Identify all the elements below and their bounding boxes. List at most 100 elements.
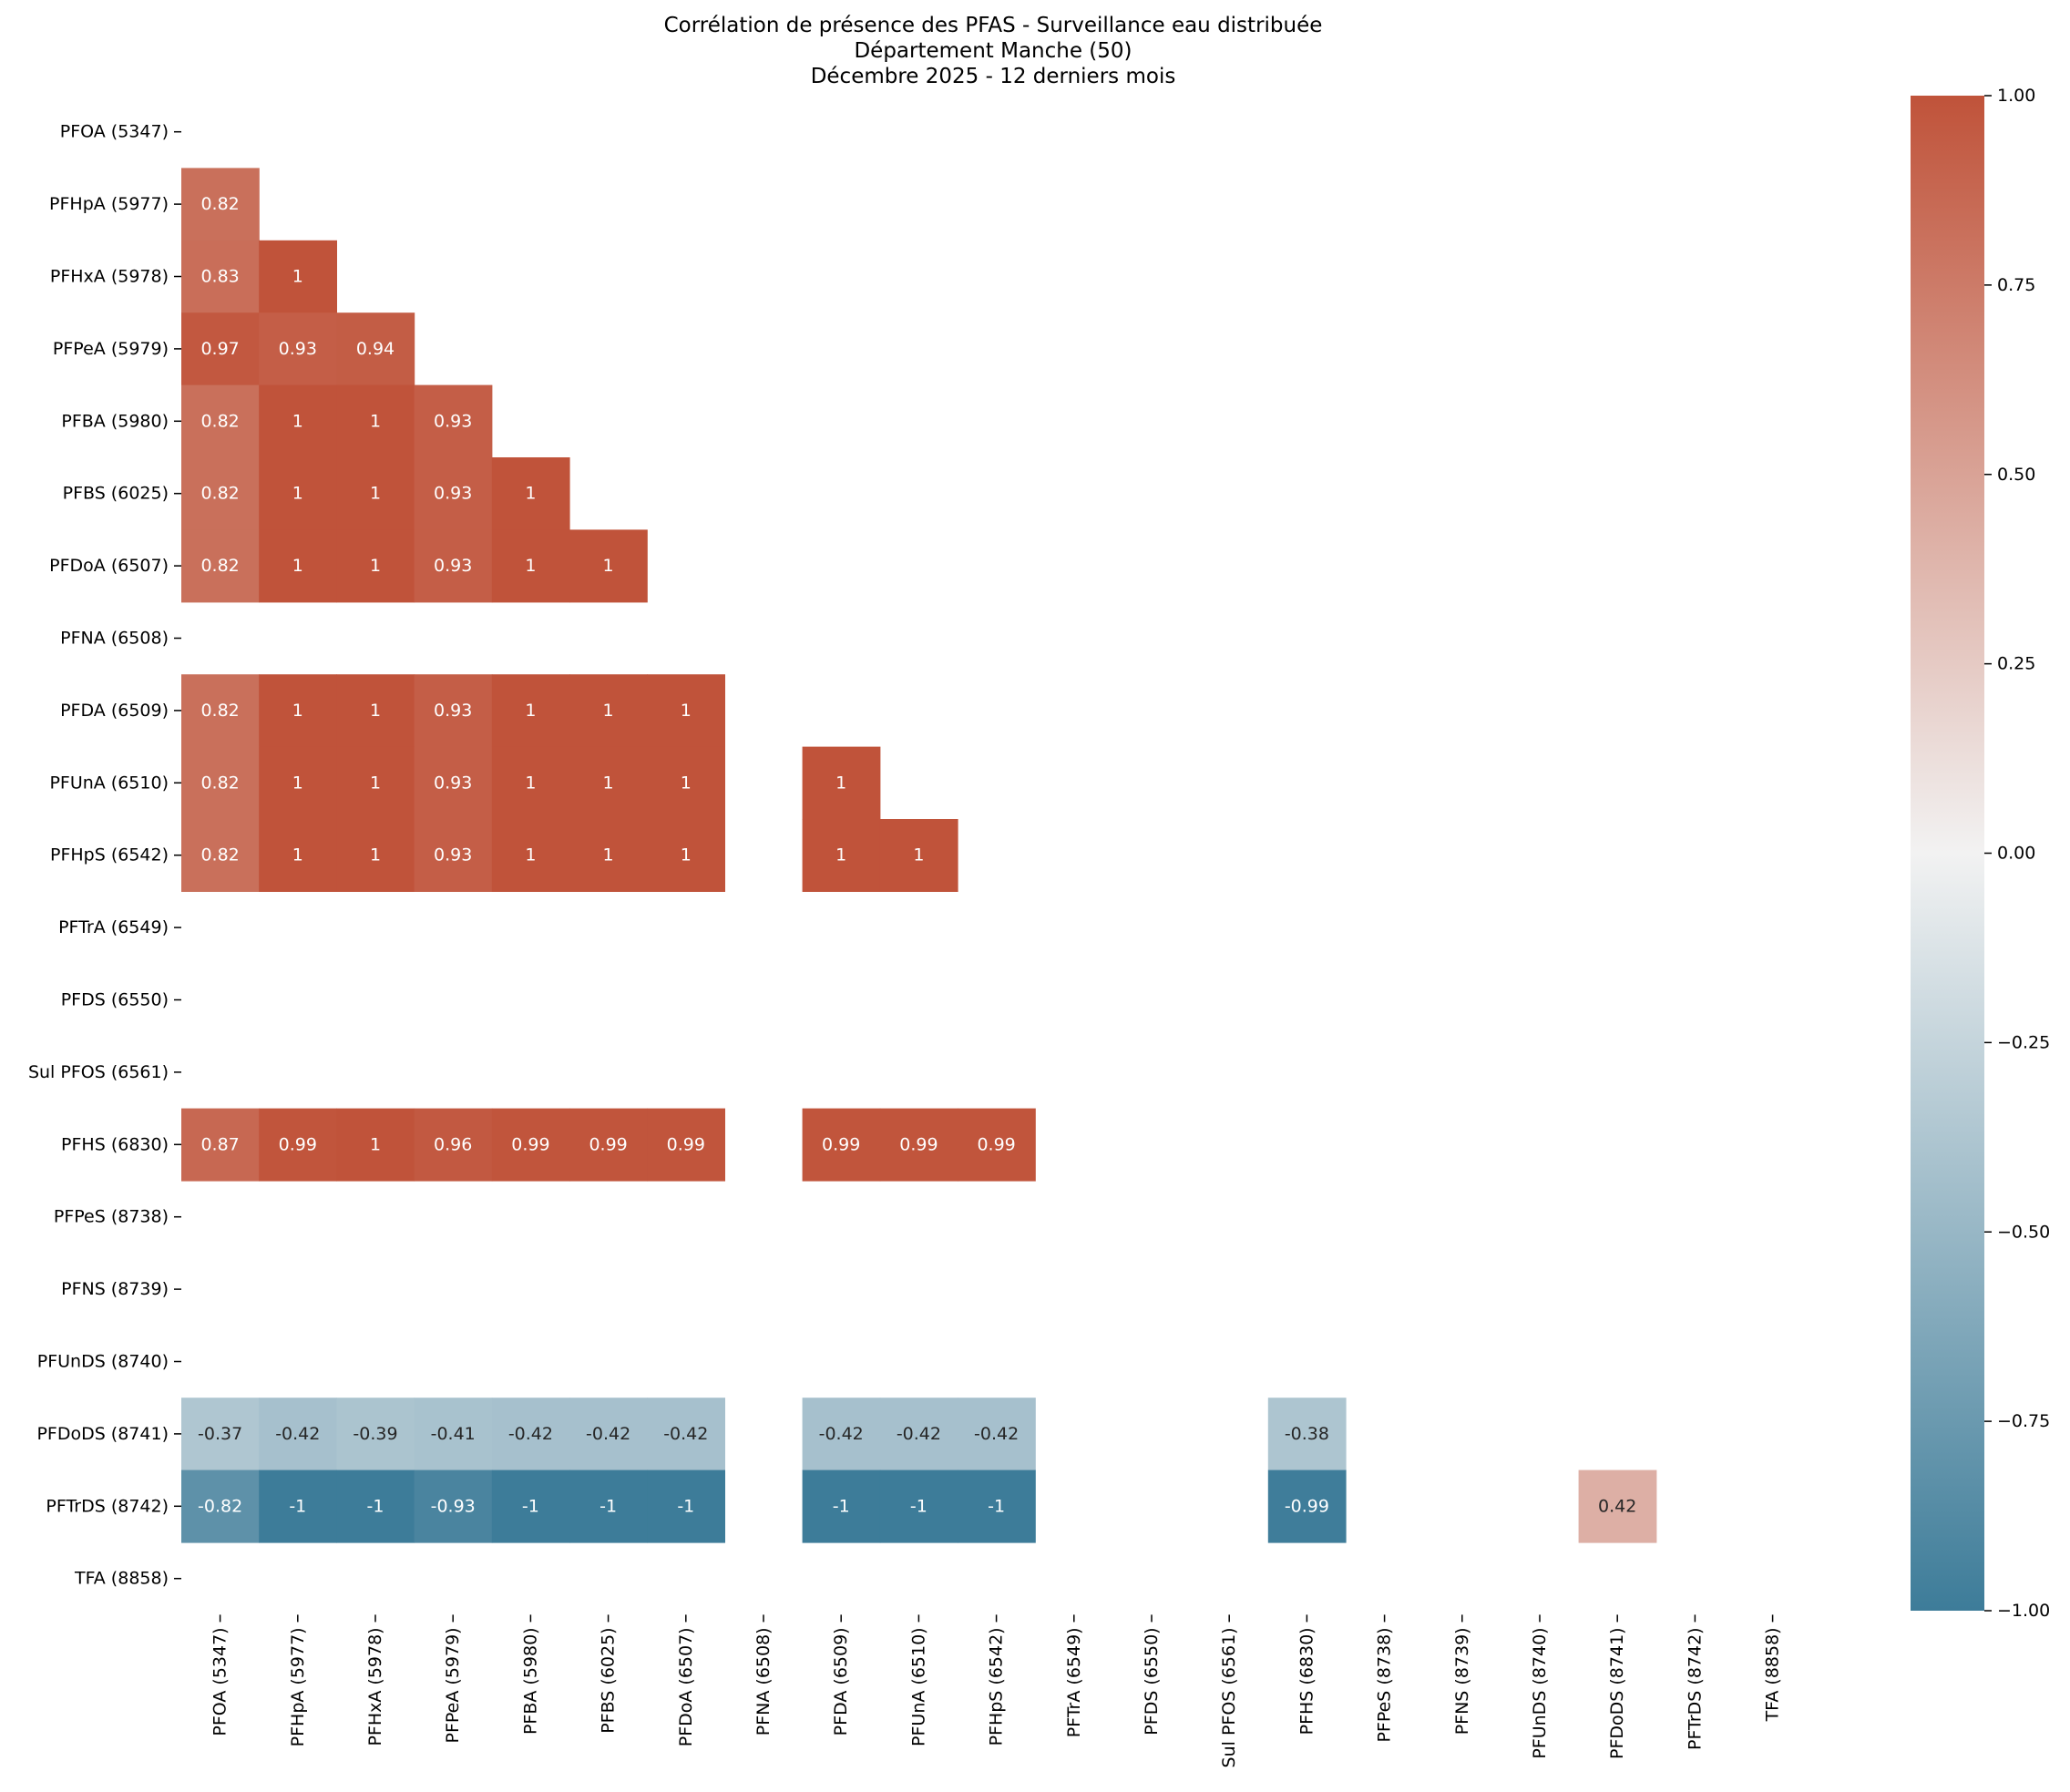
heatmap-cell bbox=[181, 168, 260, 241]
heatmap-cell bbox=[259, 312, 337, 386]
heatmap-cell bbox=[259, 819, 337, 892]
heatmap-cell-label: 0.93 bbox=[434, 701, 472, 721]
heatmap-cell-label: 1 bbox=[835, 845, 846, 865]
heatmap-cell-label: 0.99 bbox=[589, 1134, 627, 1154]
heatmap-cell bbox=[259, 457, 337, 530]
colorbar-tick-label: 0.00 bbox=[1997, 844, 2035, 864]
heatmap-cell bbox=[802, 1398, 881, 1471]
heatmap-cell bbox=[336, 384, 415, 458]
heatmap-cell bbox=[491, 1398, 570, 1471]
heatmap-cell bbox=[259, 746, 337, 820]
heatmap-cell bbox=[958, 1469, 1036, 1543]
heatmap-cell-label: -0.42 bbox=[663, 1424, 708, 1444]
heatmap-cell-label: -0.38 bbox=[1285, 1424, 1329, 1444]
heatmap-cell bbox=[336, 1108, 415, 1182]
y-tick-label: PFNA (6508) bbox=[60, 629, 169, 649]
heatmap-cell-label: 1 bbox=[292, 411, 303, 431]
heatmap-cell bbox=[802, 1469, 881, 1543]
heatmap-cell bbox=[336, 819, 415, 892]
x-tick-label: PFHS (6830) bbox=[1296, 1627, 1317, 1735]
heatmap-cell bbox=[336, 674, 415, 748]
heatmap-cell-label: 0.82 bbox=[200, 701, 239, 721]
heatmap-cell-label: 1 bbox=[525, 701, 536, 721]
heatmap-cell-label: -0.37 bbox=[198, 1424, 242, 1444]
y-tick-label: TFA (8858) bbox=[74, 1569, 169, 1589]
heatmap-cell bbox=[259, 529, 337, 603]
heatmap-cell-label: -0.39 bbox=[353, 1424, 397, 1444]
heatmap-cell bbox=[414, 384, 493, 458]
heatmap-cell-labels: 0.82 0.83 1 0.97 0.93 0.94 0.82 1 1 0.93 0.82 1 1 0.9… bbox=[198, 194, 1636, 1516]
heatmap-cell-label: -1 bbox=[833, 1496, 850, 1516]
heatmap-cell-label: 0.99 bbox=[279, 1134, 317, 1154]
heatmap-cell-label: 1 bbox=[292, 845, 303, 865]
heatmap-cell-label: 1 bbox=[681, 701, 692, 721]
heatmap-cell-label: 1 bbox=[913, 845, 924, 865]
y-tick-label: PFUnA (6510) bbox=[49, 773, 169, 793]
heatmap-cell bbox=[647, 746, 725, 820]
x-tick-label: PFHpA (5977) bbox=[288, 1627, 308, 1746]
heatmap-cell bbox=[414, 1469, 493, 1543]
heatmap-cell-label: -0.42 bbox=[275, 1424, 320, 1444]
heatmap-cell bbox=[336, 1469, 415, 1543]
y-tick-label: PFHxA (5978) bbox=[50, 267, 169, 287]
chart-title: Corrélation de présence des PFAS - Surve… bbox=[664, 14, 1323, 88]
colorbar-tick-label: 0.25 bbox=[1997, 654, 2035, 674]
x-axis: PFOA (5347) PFHpA (5977) PFHxA (5978) PFPeA… bbox=[210, 1614, 1783, 1767]
heatmap-cell bbox=[491, 746, 570, 820]
heatmap-cell bbox=[181, 1108, 260, 1182]
x-tick-label: PFNA (6508) bbox=[753, 1627, 774, 1736]
heatmap-cell bbox=[259, 1108, 337, 1182]
x-tick-label: PFHxA (5978) bbox=[365, 1627, 385, 1746]
heatmap-cell bbox=[336, 1398, 415, 1471]
heatmap-cell bbox=[259, 674, 337, 748]
heatmap-cell bbox=[414, 1108, 493, 1182]
y-tick-label: Sul PFOS (6561) bbox=[28, 1062, 169, 1082]
heatmap-cell bbox=[569, 1108, 648, 1182]
heatmap-cell bbox=[414, 1398, 493, 1471]
colorbar-tick-label: −0.75 bbox=[1997, 1411, 2050, 1431]
heatmap-cell bbox=[569, 1398, 648, 1471]
y-tick-label: PFDA (6509) bbox=[60, 701, 169, 721]
colorbar-gradient bbox=[1911, 96, 1984, 1611]
heatmap-cell-label: 0.93 bbox=[434, 773, 472, 793]
heatmap-cell bbox=[181, 819, 260, 892]
heatmap-cell bbox=[647, 1398, 725, 1471]
heatmap-cell bbox=[414, 746, 493, 820]
heatmap-cell-label: 0.93 bbox=[434, 556, 472, 576]
colorbar-tick-label: −0.50 bbox=[1997, 1222, 2050, 1242]
x-tick-label: PFUnA (6510) bbox=[908, 1627, 928, 1746]
y-tick-label: PFHpA (5977) bbox=[49, 194, 169, 214]
y-tick-label: PFDoDS (8741) bbox=[36, 1424, 169, 1444]
heatmap-cell bbox=[181, 312, 260, 386]
heatmap-cell bbox=[647, 1108, 725, 1182]
y-tick-label: PFTrDS (8742) bbox=[46, 1496, 169, 1516]
x-tick-label: PFDoA (6507) bbox=[676, 1627, 696, 1746]
heatmap-cell bbox=[491, 674, 570, 748]
heatmap-cell bbox=[181, 457, 260, 530]
heatmap-cell-label: 1 bbox=[370, 411, 381, 431]
heatmap-cell-label: 0.99 bbox=[822, 1134, 860, 1154]
y-tick-label: PFPeA (5979) bbox=[53, 339, 169, 359]
y-tick-label: PFDS (6550) bbox=[61, 990, 169, 1010]
heatmap-cell-label: -0.99 bbox=[1285, 1496, 1329, 1516]
heatmap-cell bbox=[1578, 1469, 1657, 1543]
heatmap-cell bbox=[181, 1469, 260, 1543]
heatmap-cell-label: 0.93 bbox=[434, 411, 472, 431]
x-tick-label: PFDoDS (8741) bbox=[1607, 1627, 1627, 1759]
heatmap-cell bbox=[336, 529, 415, 603]
heatmap-cell-label: -0.82 bbox=[198, 1496, 242, 1516]
x-tick-label: PFNS (8739) bbox=[1452, 1627, 1472, 1735]
heatmap-cell bbox=[259, 1398, 337, 1471]
heatmap-cell-label: -1 bbox=[522, 1496, 539, 1516]
colorbar-tick-label: −1.00 bbox=[1997, 1601, 2050, 1621]
heatmap-cell bbox=[647, 674, 725, 748]
heatmap-cell-label: 1 bbox=[370, 845, 381, 865]
heatmap-cell bbox=[569, 1469, 648, 1543]
heatmap-cell bbox=[414, 457, 493, 530]
heatmap-cell bbox=[1267, 1398, 1347, 1471]
heatmap-cell-label: 0.82 bbox=[200, 411, 239, 431]
heatmap-cell bbox=[802, 1108, 881, 1182]
heatmap-cell-label: -0.42 bbox=[819, 1424, 864, 1444]
heatmap-cell-label: -0.42 bbox=[586, 1424, 630, 1444]
